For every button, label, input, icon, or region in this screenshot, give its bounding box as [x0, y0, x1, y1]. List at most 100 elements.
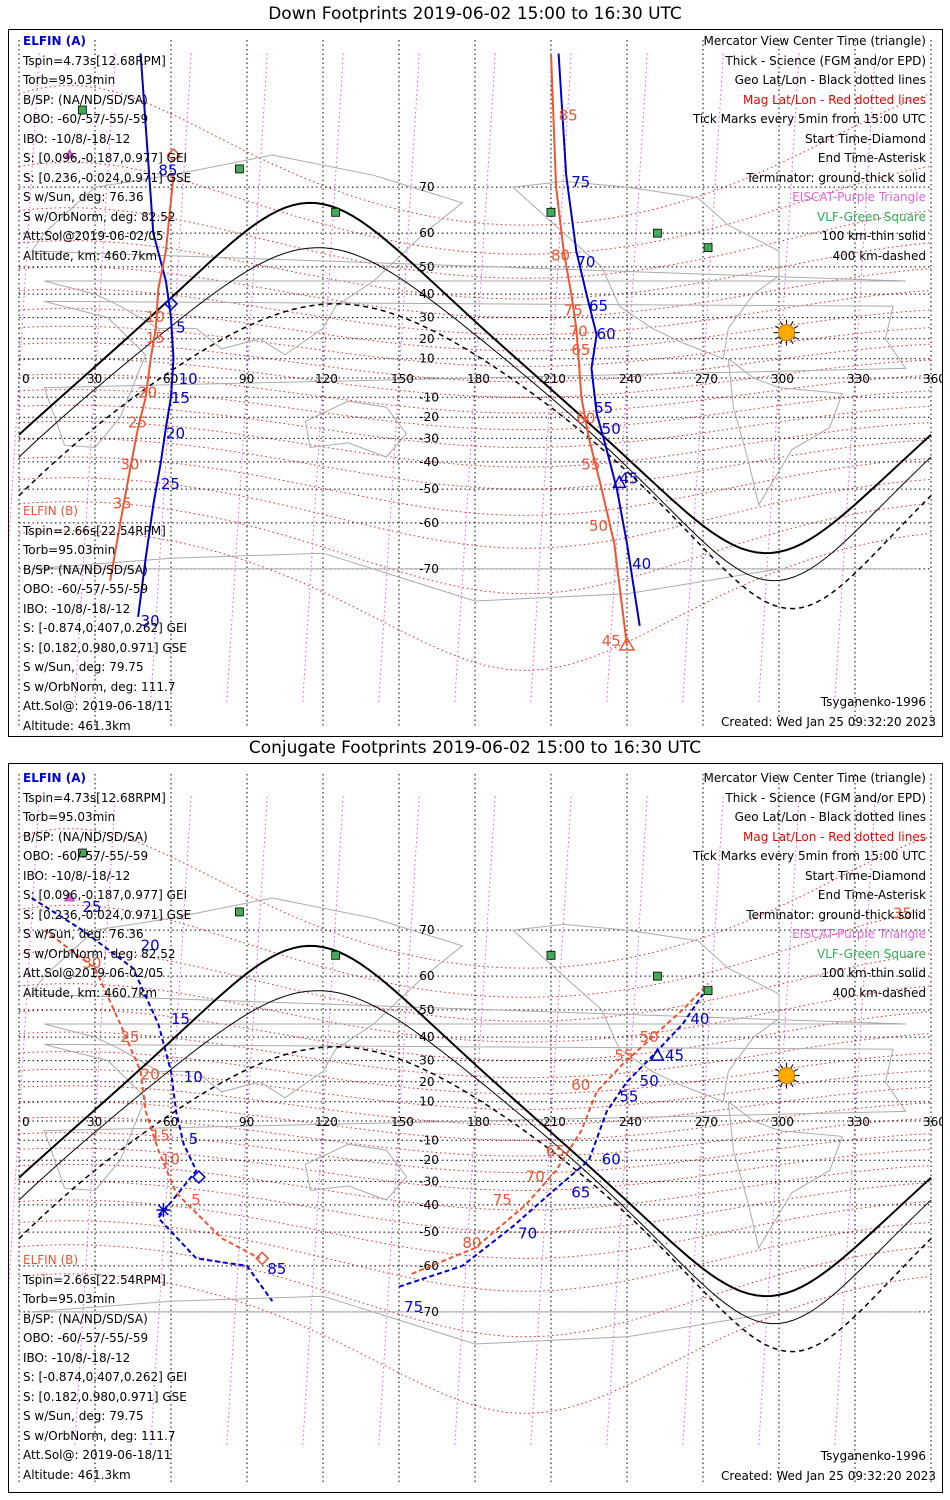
- sun-ray: [793, 1079, 799, 1083]
- trace-time-label: 65: [571, 1184, 590, 1202]
- y-tick-label: 60: [419, 226, 434, 240]
- elfin-a-trace: [398, 993, 704, 1288]
- trace-time-label: 45: [619, 469, 638, 487]
- y-tick-label: 70: [419, 923, 434, 937]
- legend-item: Tick Marks every 5min from 15:00 UTC: [692, 112, 926, 126]
- x-tick-label: 0: [22, 1115, 30, 1129]
- x-tick-label: 210: [543, 1115, 566, 1129]
- legend-item: End Time-Asterisk: [817, 888, 926, 902]
- x-tick-label: 150: [391, 1115, 414, 1129]
- trace-time-label: 75: [493, 1191, 512, 1209]
- elfin-a-line: Torb=95.03min: [23, 73, 116, 87]
- elfin-a-line: S w/OrbNorm, deg: 82.52: [23, 946, 176, 961]
- elfin-a-info: ELFIN (A) Tspin=4.73s[12.68RPM] Torb=95.…: [23, 769, 191, 1003]
- elfin-b-line: S: [-0.874,0.407,0.262] GEI: [23, 1370, 188, 1384]
- continent-outline: [43, 1043, 907, 1192]
- chart-frame-conjugate: 0 30 60 90 120 150 180 210 240 270 300 330 360 70 60 50…: [8, 763, 943, 1493]
- elfin-b-line: B/SP: (NA/ND/SD/SA): [23, 562, 148, 577]
- y-tick-label: 40: [419, 1030, 434, 1044]
- sun-icon: [778, 324, 796, 342]
- elfin-a-line: IBO: -10/8/-18/-12: [23, 131, 131, 146]
- x-tick-label: 240: [619, 1115, 642, 1129]
- vlf-station-square: [546, 207, 556, 217]
- elfin-b-line: S w/Sun, deg: 79.75: [23, 1409, 144, 1423]
- elfin-a-line: Att.Sol@2019-06-02/05: [23, 966, 164, 980]
- legend-block: Mercator View Center Time (triangle) Thi…: [693, 769, 926, 1003]
- legend-item: Mag Lat/Lon - Red dotted lines: [742, 829, 926, 844]
- trace-time-label: 75: [571, 173, 590, 191]
- sun-ray: [779, 321, 784, 326]
- x-tick-label: 180: [467, 372, 490, 386]
- start-diamond-marker: [163, 296, 179, 311]
- trace-time-label: 5: [191, 1191, 201, 1209]
- trace-time-label: 20: [141, 937, 160, 955]
- trace-time-label: 15: [171, 389, 190, 407]
- trace-time-label: 20: [138, 383, 157, 401]
- sun-ray: [779, 1064, 784, 1069]
- elfin-b-line: Torb=95.03min: [23, 1292, 116, 1306]
- trace-time-label: 5: [176, 319, 186, 337]
- x-tick-label: 150: [391, 372, 414, 386]
- mag-lat-line: [18, 266, 932, 319]
- elfin-b-line: S w/OrbNorm, deg: 111.7: [23, 679, 176, 694]
- elfin-b-line: Torb=95.03min: [23, 543, 116, 557]
- trace-time-label: 10: [161, 1150, 180, 1168]
- y-tick-label: 50: [419, 260, 434, 274]
- legend-item: EISCAT-Purple Triangle: [792, 190, 926, 204]
- sun-ray: [775, 325, 780, 330]
- elfin-b-line: IBO: -10/8/-18/-12: [23, 601, 131, 616]
- legend-item: Tick Marks every 5min from 15:00 UTC: [692, 849, 926, 863]
- elfin-b-line: B/SP: (NA/ND/SD/SA): [23, 1311, 148, 1326]
- start-diamond-marker: [191, 1169, 206, 1185]
- trace-time-label: 15: [151, 1126, 170, 1144]
- continent-outline: [727, 357, 843, 507]
- elfin-b-line: Altitude: 461.3km: [23, 718, 131, 733]
- elfin-b-line: Altitude: 461.3km: [23, 1467, 131, 1482]
- trace-time-label: 15: [171, 1010, 190, 1028]
- legend-item: 400 km-dashed: [832, 985, 926, 1000]
- trace-time-label: 60: [571, 1076, 590, 1094]
- trace-time-label: 35: [893, 904, 912, 922]
- end-asterisk-marker: [156, 1203, 171, 1218]
- trace-time-label: 80: [551, 247, 570, 265]
- trace-time-label: 50: [589, 517, 608, 535]
- legend-item: Mag Lat/Lon - Red dotted lines: [742, 92, 926, 107]
- vlf-station-square: [703, 243, 713, 253]
- legend-item: Terminator: ground-thick solid: [746, 907, 926, 922]
- continent-outline: [30, 897, 906, 1099]
- legend-item: 100 km-thin solid: [821, 966, 926, 980]
- elfin-a-line: Tspin=4.73s[12.68RPM]: [23, 53, 166, 68]
- y-tick-label: 30: [419, 311, 434, 325]
- elfin-a-line: Att.Sol@2019-06-02/05: [23, 229, 164, 243]
- trace-time-label: 60: [597, 325, 616, 343]
- x-tick-label: 90: [239, 372, 254, 386]
- mag-lat-line: [18, 1181, 932, 1233]
- elfin-a-line: S: [0.236,-0.024,0.971] GSE: [23, 907, 192, 922]
- trace-time-label: 60: [576, 409, 595, 427]
- trace-time-label: 10: [146, 308, 165, 326]
- trace-time-label: 50: [640, 1028, 659, 1046]
- trace-time-label: 65: [571, 341, 590, 359]
- trace-time-label: 55: [594, 399, 613, 417]
- mag-lat-line: [18, 1273, 932, 1415]
- sun-ray: [790, 321, 794, 326]
- map-plot-conjugate: 0 30 60 90 120 150 180 210 240 270 300 330 360 70 60 50…: [9, 774, 942, 1482]
- x-tick-label: 270: [695, 1115, 718, 1129]
- x-tick-label: 180: [467, 1115, 490, 1129]
- x-tick-label: 60: [163, 372, 178, 386]
- y-tick-label: 20: [419, 1075, 434, 1089]
- trace-time-label: 75: [404, 1298, 423, 1316]
- continent-outline: [511, 180, 780, 360]
- elfin-a-line: OBO: -60/-57/-55/-59: [23, 112, 149, 126]
- chart-title-conjugate: Conjugate Footprints 2019-06-02 15:00 to…: [248, 738, 702, 758]
- legend-item: Thick - Science (FGM and/or EPD): [725, 53, 926, 68]
- vlf-station-square: [77, 105, 87, 115]
- x-tick-label: 0: [22, 372, 30, 386]
- legend-item: Terminator: ground-thick solid: [746, 170, 926, 185]
- elfin-a-line: S w/Sun, deg: 76.36: [23, 190, 144, 204]
- map-plot-down: 0 30 60 90 120 150 180 210 240 270 300 330 360 70 60 50…: [9, 40, 942, 726]
- trace-time-label: 50: [640, 1072, 659, 1090]
- y-tick-label: 30: [419, 1054, 434, 1068]
- center-triangle-marker: [618, 636, 636, 651]
- trace-time-label: 25: [161, 475, 180, 493]
